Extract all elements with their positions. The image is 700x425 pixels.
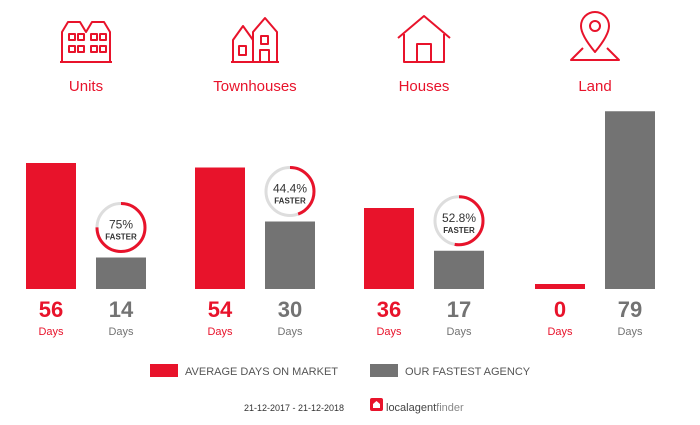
legend: AVERAGE DAYS ON MARKET OUR FASTEST AGENCY <box>150 364 531 378</box>
bars <box>26 111 655 289</box>
legend-label-average: AVERAGE DAYS ON MARKET <box>185 366 338 378</box>
unit-land-agency: Days <box>617 326 643 338</box>
unit-houses-average: Days <box>376 326 402 338</box>
faster-label-townhouses: FASTER <box>274 197 306 206</box>
units-icon <box>60 21 112 63</box>
faster-label-units: FASTER <box>105 233 137 242</box>
category-label-townhouses: Townhouses <box>213 78 296 95</box>
legend-swatch-average <box>150 364 178 377</box>
category-label-houses: Houses <box>399 78 450 95</box>
bar-land-average <box>535 284 585 289</box>
value-townhouses-agency: 30 <box>278 297 302 322</box>
value-units-average: 56 <box>39 297 63 322</box>
legend-swatch-agency <box>370 364 398 377</box>
category-label-land: Land <box>578 78 611 95</box>
bar-houses-agency <box>434 250 484 289</box>
faster-ring-arc <box>433 195 485 247</box>
bar-houses-average <box>364 208 414 289</box>
bar-land-agency <box>605 111 655 289</box>
value-units-agency: 14 <box>109 297 134 322</box>
faster-percent-townhouses: 44.4% <box>273 182 307 196</box>
faster-percent-units: 75% <box>109 218 133 232</box>
brand-logo <box>370 398 383 411</box>
unit-townhouses-agency: Days <box>277 326 303 338</box>
value-land-agency: 79 <box>618 297 642 322</box>
brand-name: localagentfinder <box>386 402 464 414</box>
category-label-units: Units <box>69 78 103 95</box>
value-houses-agency: 17 <box>447 297 471 322</box>
faster-percent-houses: 52.8% <box>442 211 476 225</box>
brand-name-prefix: localagent <box>386 402 436 414</box>
value-townhouses-average: 54 <box>208 297 233 322</box>
bar-townhouses-agency <box>265 221 315 289</box>
faster-label-houses: FASTER <box>443 226 475 235</box>
unit-units-agency: Days <box>108 326 134 338</box>
land-pin-icon <box>570 11 620 61</box>
category-labels: Units Townhouses Houses Land <box>69 78 612 95</box>
unit-units-average: Days <box>38 326 64 338</box>
bar-units-agency <box>96 257 146 289</box>
legend-label-agency: OUR FASTEST AGENCY <box>405 366 531 378</box>
townhouses-icon <box>231 17 279 63</box>
value-houses-average: 36 <box>377 297 401 322</box>
unit-houses-agency: Days <box>446 326 472 338</box>
footer: 21-12-2017 - 21-12-2018 localagentfinder <box>244 398 464 414</box>
houses-icon <box>397 15 451 63</box>
unit-townhouses-average: Days <box>207 326 233 338</box>
value-labels: 56 Days 14 Days 54 Days 30 Days 36 Days 17 Days 0 Day… <box>38 297 643 338</box>
faster-ring-arc <box>264 166 316 217</box>
bar-units-average <box>26 163 76 289</box>
value-land-average: 0 <box>554 297 566 322</box>
brand-name-suffix: finder <box>436 402 464 414</box>
bar-townhouses-average <box>195 167 245 289</box>
faster-ring-arc <box>95 202 147 253</box>
category-icons <box>60 11 620 63</box>
unit-land-average: Days <box>547 326 573 338</box>
date-range: 21-12-2017 - 21-12-2018 <box>244 403 344 413</box>
